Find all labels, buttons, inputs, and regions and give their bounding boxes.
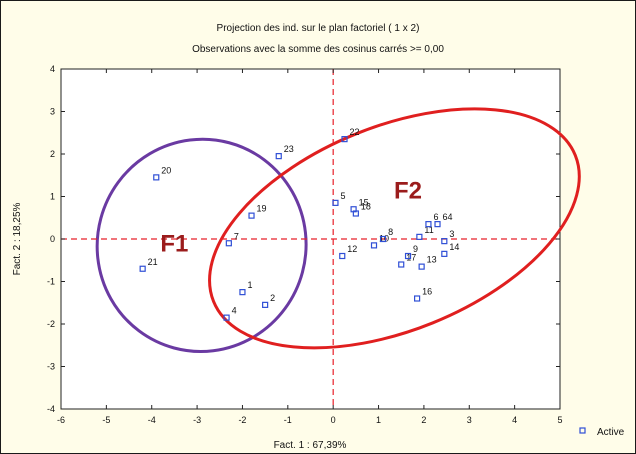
point-label: 22 (350, 127, 360, 137)
point-label: 2 (270, 293, 275, 303)
data-point (239, 289, 246, 296)
data-point (416, 233, 423, 240)
cluster-ellipses (95, 107, 581, 353)
x-tick-label: 1 (376, 415, 381, 425)
point-label: 4 (232, 306, 237, 316)
data-point (414, 295, 421, 302)
x-tick-label: -3 (193, 415, 201, 425)
legend-label: Active (597, 427, 625, 438)
point-label: 64 (443, 212, 453, 222)
point-label: 14 (449, 242, 459, 252)
data-point (379, 235, 387, 243)
point-label: 11 (424, 225, 433, 235)
data-point (418, 263, 425, 270)
x-axis-label: Fact. 1 : 67,39% (274, 440, 347, 451)
y-tick-label: 3 (50, 107, 55, 117)
legend-marker (579, 427, 586, 434)
chart-subtitle: Observations avec la somme des cosinus c… (192, 44, 444, 55)
data-point (398, 261, 405, 268)
data-point (434, 221, 441, 228)
x-tick-label: 3 (467, 415, 472, 425)
x-tick-label: -5 (102, 415, 110, 425)
x-tick-label: 4 (512, 415, 517, 425)
legend: Active (579, 427, 625, 438)
data-point (341, 136, 348, 143)
point-label: 6 (433, 212, 438, 222)
y-tick-label: -2 (47, 319, 55, 329)
y-tick-label: 1 (50, 192, 55, 202)
x-tick-label: -6 (57, 415, 65, 425)
y-tick-label: -3 (47, 362, 55, 372)
data-point (352, 210, 359, 217)
x-tick-label: 5 (557, 415, 562, 425)
x-tick-label: -2 (238, 415, 246, 425)
reference-lines (61, 69, 560, 409)
data-point (153, 174, 160, 181)
point-label: 8 (388, 227, 393, 237)
point-label: 21 (148, 257, 158, 267)
x-tick-label: 2 (421, 415, 426, 425)
point-label: 5 (340, 191, 345, 201)
y-tick-label: -1 (47, 277, 55, 287)
data-point (370, 242, 378, 249)
point-label: 17 (406, 253, 416, 263)
data-point (248, 212, 255, 219)
point-label: 23 (284, 144, 294, 154)
point-label: 12 (347, 244, 357, 254)
point-label: 10 (379, 233, 389, 243)
y-axis-label: Fact. 2 : 18,25% (12, 202, 23, 275)
cluster-label-f1: F1 (160, 231, 188, 258)
data-point (332, 199, 339, 206)
x-tick-label: 0 (331, 415, 336, 425)
point-label: 15 (359, 197, 369, 207)
x-tick-label: -1 (284, 415, 292, 425)
point-label: 3 (449, 229, 454, 239)
data-point (441, 238, 448, 245)
point-label: 16 (422, 287, 432, 297)
point-label: 9 (413, 244, 418, 254)
data-point (275, 153, 282, 160)
y-tick-label: 2 (50, 149, 55, 159)
data-point (339, 252, 346, 260)
y-tick-label: 4 (50, 64, 55, 74)
x-tick-label: -4 (148, 415, 156, 425)
point-label: 13 (427, 255, 437, 265)
data-point (404, 252, 412, 260)
data-point (223, 314, 230, 321)
point-label: 19 (257, 204, 267, 214)
data-point (225, 240, 232, 247)
data-point (139, 265, 146, 272)
data-point (425, 221, 432, 228)
data-point (441, 250, 448, 257)
point-label: 1 (247, 280, 252, 290)
annotations: F1 F2 (160, 178, 422, 258)
data-point (262, 301, 269, 308)
point-label: 18 (361, 202, 371, 212)
y-tick-label: 0 (50, 234, 55, 244)
ellipse-f2 (208, 107, 581, 350)
point-label: 20 (161, 165, 171, 175)
cluster-label-f2: F2 (394, 178, 422, 205)
point-label: 7 (234, 231, 239, 241)
y-tick-label: -4 (47, 404, 55, 414)
chart-title: Projection des ind. sur le plan factorie… (216, 23, 420, 34)
ellipse-f1 (95, 137, 308, 353)
